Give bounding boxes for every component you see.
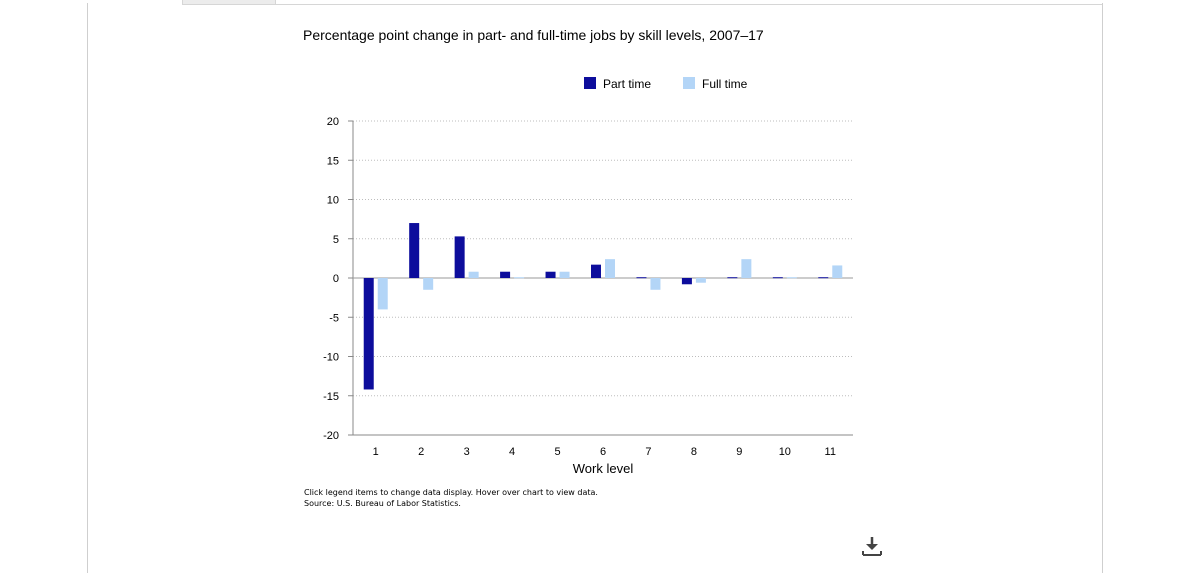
y-tick-label: -5	[329, 312, 339, 324]
y-tick-label: -10	[323, 352, 339, 364]
x-tick-label: 6	[600, 446, 606, 458]
legend: Part time Full time	[584, 77, 748, 91]
legend-item-full-time[interactable]: Full time	[683, 77, 748, 91]
y-tick-label: 10	[327, 195, 339, 207]
chart-title: Percentage point change in part- and ful…	[303, 27, 764, 43]
x-tick-label: 7	[645, 446, 651, 458]
bar-part-time[interactable]	[409, 223, 420, 278]
x-tick-label: 2	[418, 446, 424, 458]
legend-swatch	[683, 77, 695, 89]
y-tick-label: 20	[327, 116, 339, 128]
bar-part-time[interactable]	[545, 271, 556, 278]
legend-label: Part time	[603, 77, 651, 91]
download-button[interactable]	[861, 535, 883, 557]
bar-full-time[interactable]	[786, 277, 797, 279]
bar-part-time[interactable]	[727, 277, 738, 279]
bar-full-time[interactable]	[423, 278, 434, 290]
y-tick-label: -20	[323, 430, 339, 442]
source-note: Source: U.S. Bureau of Labor Statistics.	[304, 499, 461, 508]
bar-full-time[interactable]	[650, 278, 661, 290]
y-tick-label: -15	[323, 391, 339, 403]
bar-full-time[interactable]	[377, 278, 388, 310]
bar-part-time[interactable]	[681, 278, 692, 285]
bar-full-time[interactable]	[559, 271, 570, 278]
y-tick-label: 15	[327, 155, 339, 167]
bar-chart[interactable]: 20 15 10 5 0 -5 -10 -15 -20 1 2 3 4 5 6 7 8 9 10 11 Part t…	[0, 0, 1192, 560]
bar-full-time[interactable]	[695, 278, 706, 283]
bar-part-time[interactable]	[818, 277, 829, 279]
bars	[363, 223, 843, 390]
legend-swatch	[584, 77, 596, 89]
bar-part-time[interactable]	[363, 278, 374, 390]
bar-part-time[interactable]	[591, 264, 601, 278]
bar-full-time[interactable]	[514, 277, 525, 279]
x-tick-label: 5	[554, 446, 560, 458]
x-tick-label: 10	[779, 446, 791, 458]
chart-note: Click legend items to change data displa…	[304, 488, 598, 497]
x-tick-labels: 1 2 3 4 5 6 7 8 9 10 11	[373, 446, 836, 458]
legend-item-part-time[interactable]: Part time	[584, 77, 651, 91]
gridlines	[353, 120, 853, 397]
x-tick-label: 3	[464, 446, 470, 458]
x-axis-title: Work level	[573, 461, 634, 476]
x-tick-label: 11	[825, 446, 836, 458]
bar-part-time[interactable]	[454, 236, 465, 278]
bar-full-time[interactable]	[605, 259, 615, 278]
bar-part-time[interactable]	[500, 271, 511, 278]
axes	[348, 120, 853, 436]
content-frame	[87, 3, 1103, 573]
bar-part-time[interactable]	[636, 277, 647, 279]
download-icon	[862, 537, 882, 556]
chart-panel	[182, 4, 1102, 575]
x-tick-label: 1	[373, 446, 379, 458]
y-tick-label: 0	[333, 273, 339, 285]
y-tick-labels: 20 15 10 5 0 -5 -10 -15 -20	[323, 116, 339, 442]
x-tick-label: 4	[509, 446, 515, 458]
bar-full-time[interactable]	[832, 265, 843, 278]
x-tick-label: 8	[691, 446, 697, 458]
x-tick-label: 9	[736, 446, 742, 458]
legend-label: Full time	[702, 77, 748, 91]
bar-part-time[interactable]	[772, 277, 783, 279]
bar-full-time[interactable]	[468, 271, 479, 278]
y-tick-label: 5	[333, 234, 339, 246]
bar-full-time[interactable]	[741, 259, 752, 278]
